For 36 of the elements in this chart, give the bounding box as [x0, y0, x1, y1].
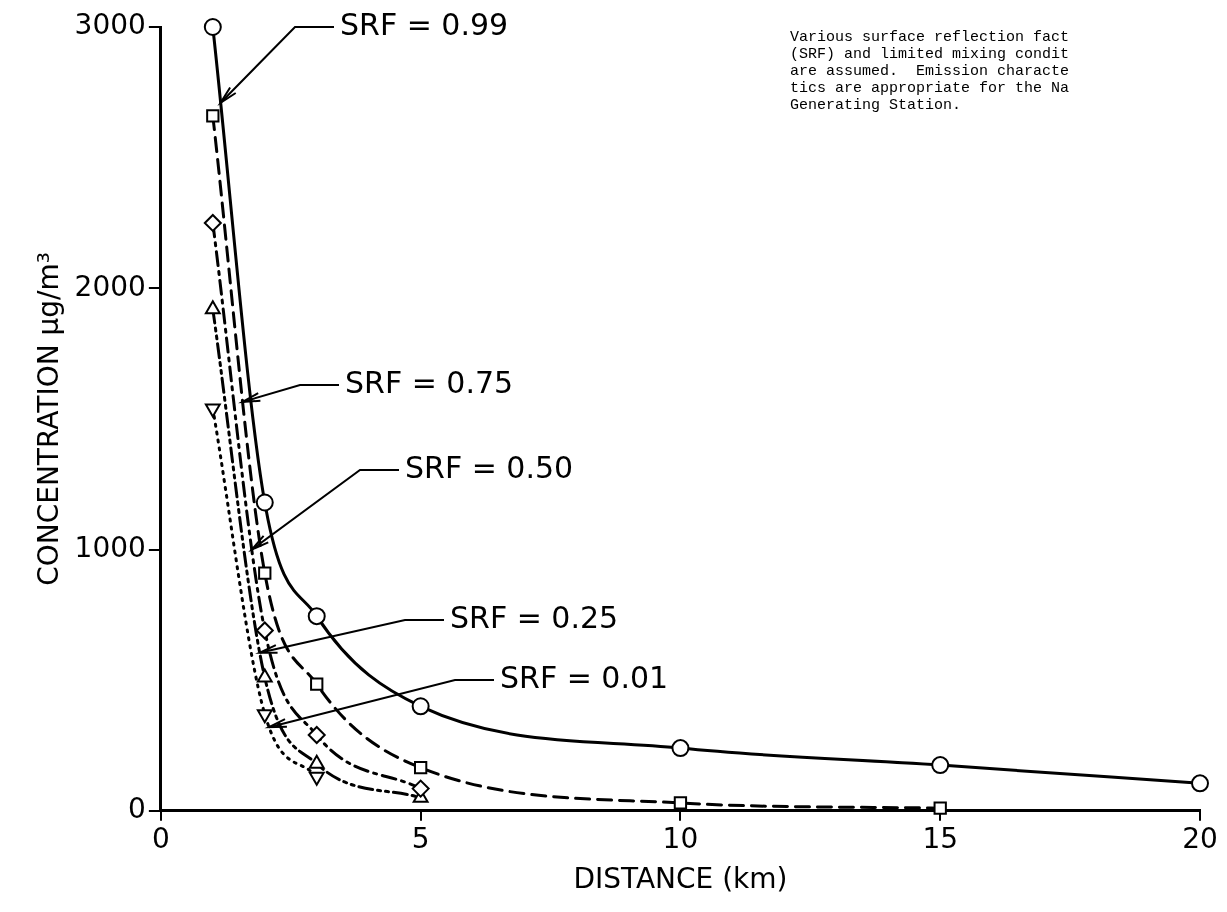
point — [307, 607, 326, 626]
x-tick-label: 0 — [151, 821, 170, 855]
y-tick-label: 0 — [128, 792, 146, 826]
y-tick-label: 1000 — [74, 530, 146, 564]
annotation: SRF = 0.25 — [450, 599, 619, 635]
point — [203, 213, 222, 232]
point — [933, 801, 947, 815]
x-axis-title: DISTANCE (km) — [573, 862, 788, 896]
y-tick-label: 3000 — [74, 8, 146, 42]
point — [413, 761, 428, 775]
point — [203, 18, 222, 36]
annotation: SRF = 0.99 — [340, 6, 509, 42]
point — [671, 739, 690, 758]
point — [258, 566, 272, 580]
y-tick-label: 2000 — [74, 269, 146, 303]
point — [307, 726, 326, 745]
point — [255, 621, 274, 640]
annotation: SRF = 0.75 — [345, 364, 514, 400]
point — [411, 697, 430, 716]
annotation: SRF = 0.01 — [500, 659, 669, 695]
annotation: SRF = 0.50 — [405, 449, 574, 485]
point — [206, 109, 220, 123]
x-tick-label: 15 — [922, 821, 959, 855]
point — [310, 677, 324, 691]
x-tick-label: 10 — [662, 821, 699, 855]
x-tick-label: 5 — [411, 821, 430, 855]
y-axis-title: CONCENTRATION μg/m³ — [32, 251, 66, 586]
point — [255, 493, 274, 512]
point — [308, 771, 325, 786]
x-tick-label: 20 — [1182, 821, 1218, 855]
point — [204, 300, 221, 315]
point — [931, 756, 950, 775]
point — [1191, 774, 1209, 793]
annotation: Various surface reflection fact (SRF) and limited mixing condit are assumed. Emission characte tics are appropriate for the Na Generating Station. — [790, 29, 1070, 115]
point — [673, 796, 688, 810]
point — [411, 779, 430, 798]
